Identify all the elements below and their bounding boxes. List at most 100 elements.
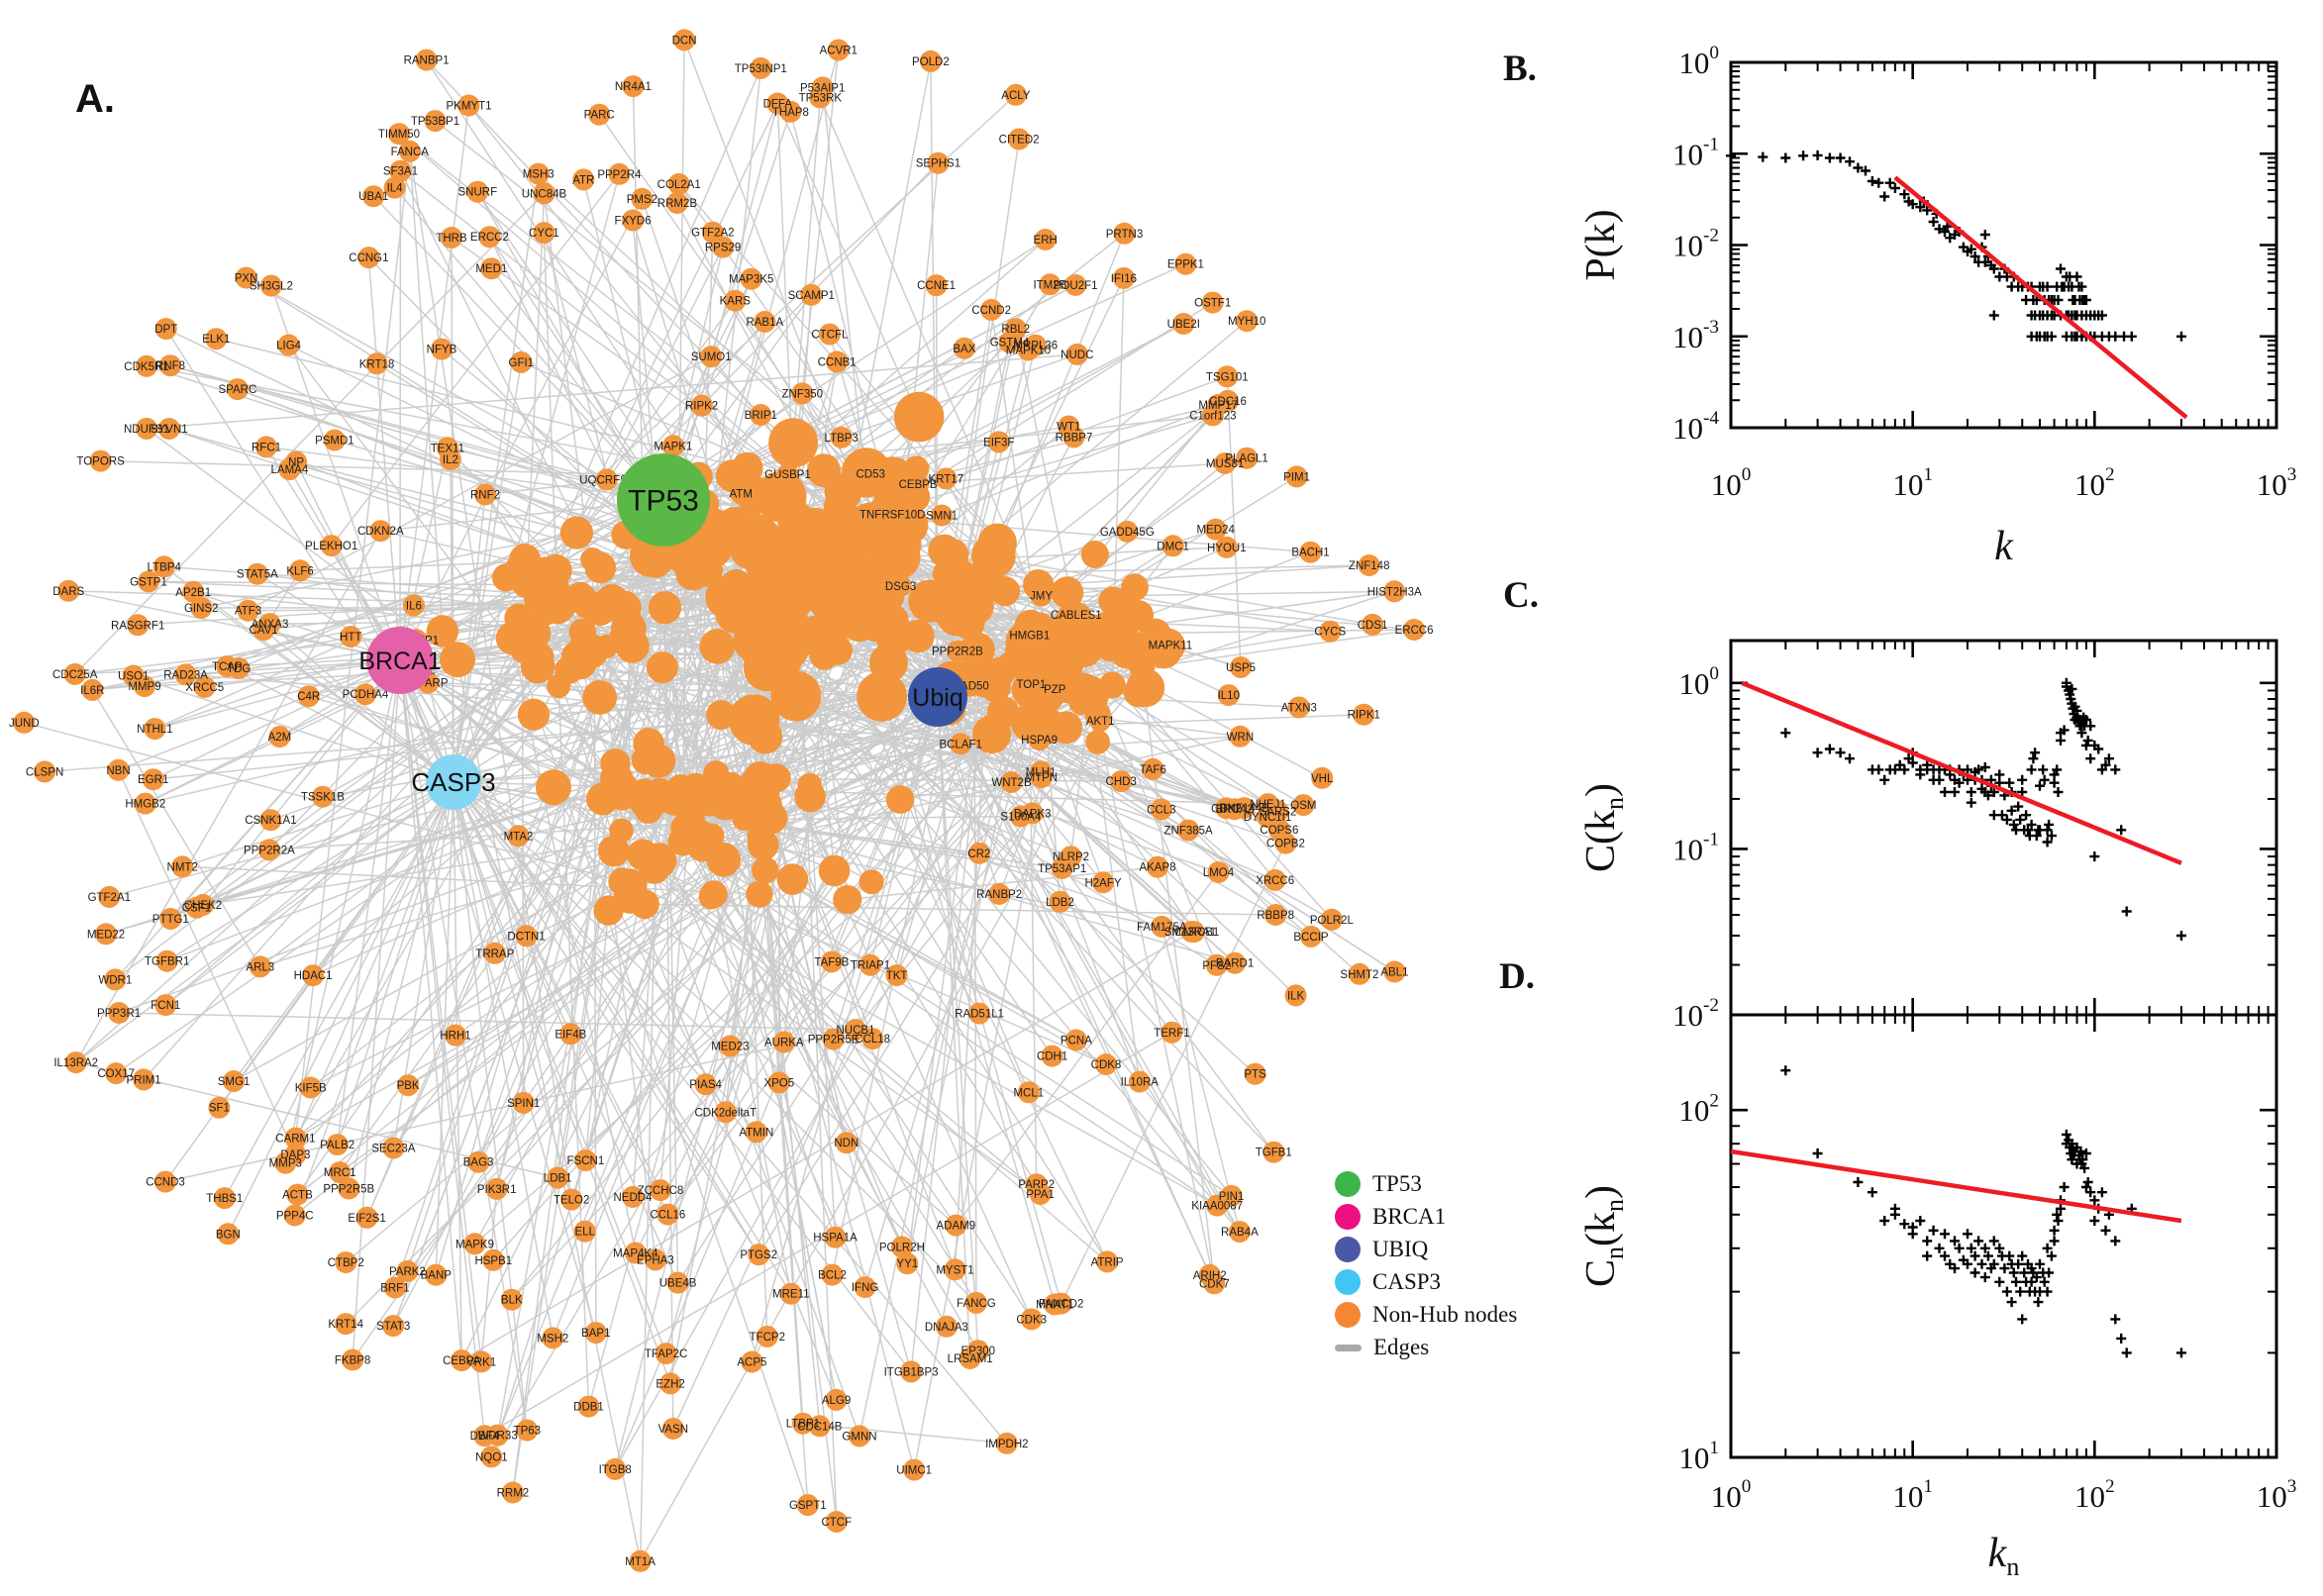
network-node-label: COX17 bbox=[97, 1068, 135, 1080]
network-node-label: CDK2deltaT bbox=[694, 1107, 757, 1119]
cluster-node bbox=[638, 851, 670, 884]
network-node bbox=[157, 418, 180, 440]
network-node bbox=[512, 1091, 535, 1114]
network-node-label: TEX11 bbox=[431, 443, 464, 454]
network-edge bbox=[802, 1422, 1007, 1445]
network-node-label: UNC84B bbox=[522, 188, 567, 200]
network-edge bbox=[623, 785, 860, 1437]
network-node bbox=[383, 1276, 406, 1299]
network-node bbox=[1292, 794, 1315, 817]
network-node bbox=[1216, 365, 1239, 388]
network-node bbox=[223, 1070, 245, 1092]
network-node bbox=[13, 711, 36, 734]
network-node bbox=[133, 1068, 155, 1091]
cluster-node bbox=[1050, 711, 1083, 745]
network-node-label: IL6R bbox=[80, 685, 104, 697]
network-node bbox=[950, 733, 972, 755]
cluster-node bbox=[812, 604, 850, 642]
network-node-label: BRF1 bbox=[380, 1283, 409, 1295]
network-node-label: TRRAP bbox=[475, 948, 514, 960]
network-edge bbox=[451, 237, 454, 783]
cluster-node bbox=[1068, 672, 1100, 704]
network-node-label: PXN bbox=[235, 273, 258, 285]
network-node bbox=[661, 435, 684, 457]
cluster-node bbox=[1046, 627, 1081, 662]
network-node-label: PARP2 bbox=[1018, 1179, 1055, 1191]
network-node-label: CDK2 bbox=[1211, 803, 1242, 815]
network-node bbox=[690, 394, 713, 417]
network-node bbox=[750, 404, 772, 426]
network-node bbox=[402, 594, 425, 617]
network-node-label: OSM bbox=[1290, 800, 1316, 812]
network-edge bbox=[352, 659, 401, 1360]
network-edge bbox=[146, 353, 1077, 430]
network-node-label: COPS6 bbox=[1260, 825, 1298, 837]
network-node bbox=[205, 328, 228, 350]
network-node-label: CDC25A bbox=[52, 669, 98, 681]
network-node bbox=[595, 468, 618, 491]
network-node-label: RASGRF1 bbox=[111, 620, 164, 632]
network-node-label: PLAGL1 bbox=[1225, 453, 1267, 465]
network-node-label: PRIM1 bbox=[127, 1074, 161, 1086]
network-node-label: PPP4C bbox=[276, 1211, 314, 1223]
network-node bbox=[988, 883, 1011, 905]
plot-b: 100 10-1 10-2 10-3 10-4 100 101 102 103 k P(k) bbox=[1578, 43, 2296, 569]
cluster-node bbox=[648, 591, 682, 625]
network-node-label: MCL1 bbox=[1013, 1087, 1044, 1099]
cluster-node bbox=[875, 617, 914, 655]
network-edge bbox=[339, 896, 712, 1173]
network-edge bbox=[949, 564, 1369, 575]
network-node bbox=[1017, 1081, 1040, 1104]
network-node bbox=[104, 968, 127, 991]
network-node-label: CDC16 bbox=[1209, 396, 1247, 408]
network-node bbox=[1358, 554, 1380, 576]
network-node-label: HYOU1 bbox=[1207, 543, 1247, 554]
network-node-label: TDG bbox=[227, 663, 251, 675]
network-node bbox=[1383, 580, 1406, 603]
network-node-label: NLRP2 bbox=[1053, 851, 1089, 863]
cluster-node bbox=[524, 642, 555, 672]
cluster-node bbox=[640, 787, 669, 817]
network-node-label: SMN1 bbox=[926, 511, 958, 523]
network-node-label: GSPT1 bbox=[789, 1500, 827, 1512]
network-node-label: GSTM4 bbox=[990, 338, 1030, 349]
network-node-label: HSPB1 bbox=[474, 1255, 512, 1267]
network-edge bbox=[937, 696, 1274, 1153]
network-node-label: BAG3 bbox=[463, 1157, 494, 1169]
network-node-label: RBBP7 bbox=[1056, 432, 1093, 444]
network-edge bbox=[955, 871, 1220, 1227]
network-edge bbox=[543, 233, 558, 609]
network-node bbox=[383, 176, 406, 199]
legend-label: Edges bbox=[1373, 1335, 1430, 1359]
cluster-node bbox=[976, 569, 1006, 599]
network-node-label: TP63 bbox=[514, 1426, 542, 1438]
tick-label: 10-1 bbox=[1672, 830, 1719, 867]
network-node bbox=[34, 760, 56, 783]
network-node bbox=[431, 338, 453, 360]
cluster-node bbox=[593, 895, 624, 926]
tick-label: 101 bbox=[1892, 464, 1933, 502]
network-node-label: DAP3 bbox=[280, 1149, 310, 1161]
network-node-label: TP53RK bbox=[799, 92, 843, 104]
network-node-label: ILK bbox=[1287, 990, 1305, 1002]
network-node-label: C4R bbox=[297, 691, 320, 703]
network-node-label: PPP2R4 bbox=[597, 169, 642, 181]
network-node-label: TAF9B bbox=[814, 957, 849, 969]
network-node bbox=[631, 187, 654, 210]
network-node-label: SHMT2 bbox=[1340, 969, 1378, 981]
network-node bbox=[1039, 273, 1061, 296]
network-node-label: ARIH2 bbox=[1193, 1270, 1227, 1282]
fit-line bbox=[1893, 175, 2188, 420]
cluster-node bbox=[795, 567, 829, 601]
network-node bbox=[656, 1203, 679, 1226]
network-node bbox=[818, 323, 841, 346]
network-node-label: ANXA3 bbox=[252, 619, 289, 631]
network-node bbox=[622, 1185, 644, 1208]
network-node-label: MLH1 bbox=[1026, 766, 1057, 778]
axis-ticks bbox=[1731, 62, 2276, 428]
network-node bbox=[355, 1206, 378, 1229]
network-node-label: MAPK1 bbox=[654, 441, 692, 452]
network-edge bbox=[662, 499, 915, 1470]
x-axis-label: kn bbox=[1988, 1531, 2020, 1581]
network-node bbox=[825, 1388, 848, 1411]
